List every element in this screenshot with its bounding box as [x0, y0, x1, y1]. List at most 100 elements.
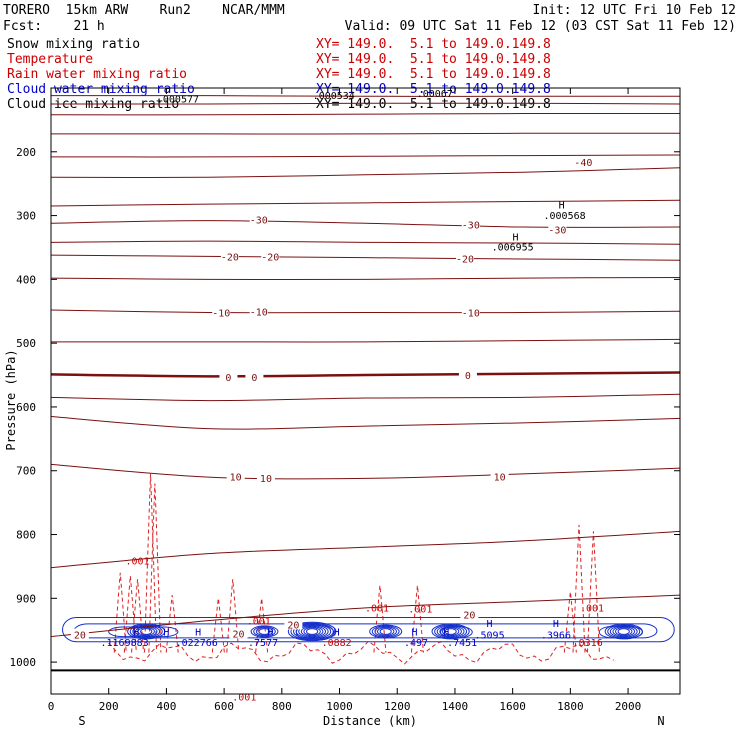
legend-temperature-xy: XY= 149.0. 5.1 to 149.0.149.8: [316, 52, 551, 67]
cloud-water-cell: [306, 628, 319, 635]
temperature-contour: [50, 112, 681, 116]
cloud-water-cell: [371, 625, 400, 638]
legend-cloud-water: Cloud water mixing ratio: [7, 82, 195, 97]
rain-contour: [148, 483, 162, 653]
cloud-water-cell: [615, 627, 633, 636]
temperature-contour-label: -10: [212, 309, 230, 320]
valid-time: Valid: 09 UTC Sat 11 Feb 12 (03 CST Sat …: [344, 19, 736, 34]
extremum-label: .006955: [492, 243, 534, 254]
y-tick-label: 600: [16, 401, 36, 414]
contour-label-bg: [249, 213, 268, 225]
x-tick-label: 400: [156, 700, 176, 713]
cloud-water-cell: [255, 627, 274, 636]
cloud-water-cell: [444, 628, 457, 635]
temperature-contour-label: 0: [251, 373, 257, 384]
cloud-water-contour: [62, 616, 675, 643]
contour-label-bg: [490, 470, 509, 482]
temperature-contour-label: 20: [287, 620, 299, 631]
temperature-contour-label: 0: [225, 373, 231, 384]
temperature-contour: [50, 594, 681, 638]
legend-rain-xy: XY= 149.0. 5.1 to 149.0.149.8: [316, 67, 551, 82]
temperature-contour-label: -30: [548, 226, 566, 237]
extremum-label: H: [443, 627, 449, 638]
extremum-label: .000534: [313, 91, 355, 102]
cloud-water-cell: [137, 627, 155, 636]
temperature-contour: [50, 309, 681, 314]
extremum-label: H: [487, 619, 493, 630]
temperature-contour: [51, 338, 681, 343]
temperature-contour-label: 20: [74, 631, 86, 642]
extremum-label: .000568: [544, 211, 586, 222]
extremum-label: H: [334, 627, 340, 638]
contour-label-bg: [461, 306, 480, 318]
y-tick-label: 900: [16, 592, 36, 605]
temperature-contour-label: 10: [494, 472, 506, 483]
cloud-water-cell: [607, 624, 641, 639]
rain-contour: [113, 572, 127, 653]
y-tick-label: 700: [16, 465, 36, 478]
extremum-label: H: [559, 201, 565, 212]
temperature-contour-label: -10: [250, 307, 268, 318]
temperature-contour: [50, 371, 681, 378]
extremum-label: .5095: [475, 631, 505, 642]
x-tick-label: 1200: [384, 700, 411, 713]
temperature-contour: [50, 240, 681, 245]
contour-label-bg: [249, 305, 268, 317]
rain-contour: [144, 473, 158, 653]
contour-label-bg: [256, 471, 275, 483]
extremum-label: H: [195, 627, 201, 638]
cloud-water-cell: [295, 624, 329, 639]
contour-label-bg: [226, 470, 245, 482]
cloud-water-contours: [62, 616, 675, 643]
cloud-water-cell: [129, 624, 163, 639]
plot-frame: [50, 87, 681, 695]
cloud-water-cell: [374, 626, 397, 637]
temperature-contour-label: 20: [463, 610, 475, 621]
x-tick-label: 2000: [615, 700, 642, 713]
temperature-contour: [51, 132, 681, 135]
contour-label-bg: [458, 369, 477, 381]
x-tick-label: 1600: [499, 700, 526, 713]
cloud-water-cell: [140, 628, 153, 635]
contour-label-bg: [245, 370, 264, 382]
cloud-water-cell: [127, 623, 166, 640]
contour-label-bg: [284, 618, 303, 630]
extremum-label: .0316: [573, 638, 603, 649]
rain-contour: [572, 524, 586, 653]
extremum-label: .3966: [541, 631, 571, 642]
contour-label-bg: [460, 608, 479, 620]
cloud-water-cell: [258, 628, 271, 635]
cloud-water-cell: [250, 625, 279, 638]
cloud-water-cell: [300, 626, 324, 637]
extremum-label: .001: [580, 604, 604, 615]
y-tick-label: 400: [16, 273, 36, 286]
cloud-water-cell: [604, 623, 643, 640]
temperature-contour-label: -30: [250, 215, 268, 226]
cloud-water-cell: [293, 623, 332, 640]
legend-snow-xy: XY= 149.0. 5.1 to 149.0.149.8: [316, 37, 551, 52]
y-tick-label: 800: [16, 529, 36, 542]
cloud-water-cell: [612, 626, 636, 637]
legend-rain: Rain water mixing ratio: [7, 67, 188, 82]
cloud-water-cell: [431, 623, 470, 640]
extremum-label: .001: [232, 692, 256, 703]
direction-south: S: [78, 714, 85, 728]
extremum-label: .001: [408, 604, 432, 615]
cloud-water-cell: [436, 625, 465, 638]
temperature-contour: [50, 530, 681, 569]
extremum-label: H: [163, 627, 169, 638]
extremum-label: H: [513, 232, 519, 243]
x-tick-label: 200: [99, 700, 119, 713]
cloud-water-cell: [369, 624, 403, 639]
temperature-contour-label: -10: [462, 309, 480, 320]
x-tick-label: 800: [272, 700, 292, 713]
rain-contour: [586, 531, 600, 653]
cloud-water-cell: [298, 625, 327, 638]
contour-label-bg: [220, 250, 239, 262]
extremum-label: H: [412, 627, 418, 638]
temperature-contour: [50, 154, 681, 158]
x-tick-label: 1400: [442, 700, 469, 713]
temperature-contour: [50, 95, 680, 97]
rain-envelope: [108, 640, 614, 665]
